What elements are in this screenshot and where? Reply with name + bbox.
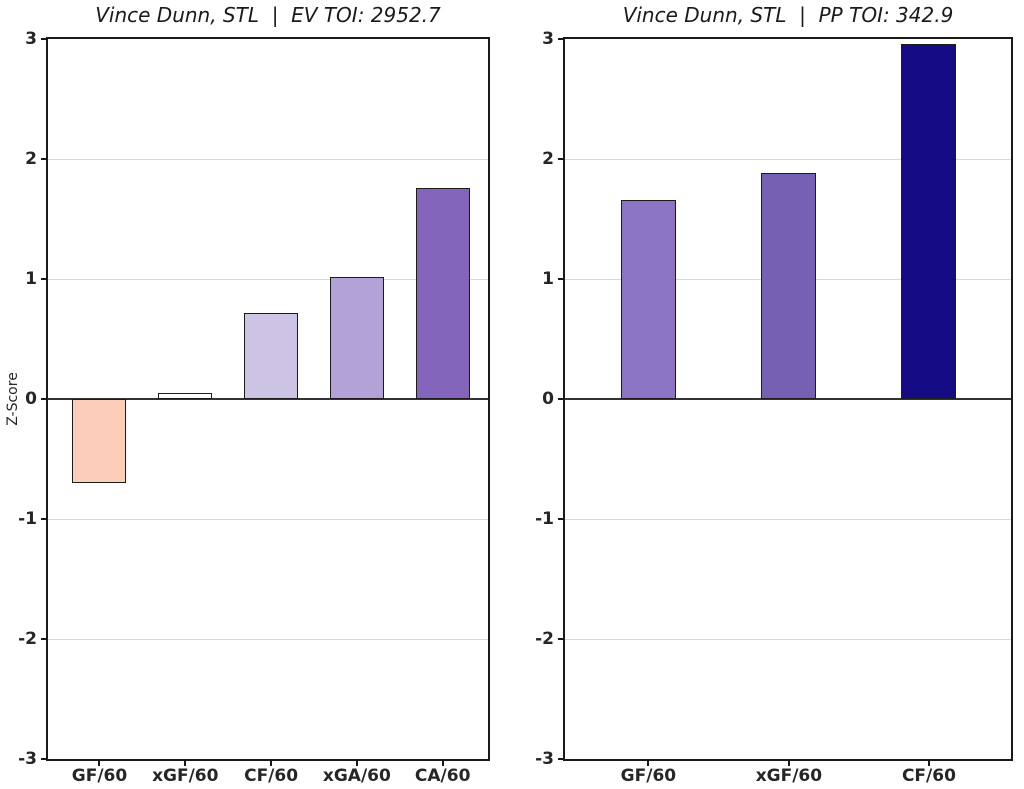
bar-cf-60 xyxy=(901,43,957,399)
bar-xgf-60 xyxy=(761,173,817,399)
y-tick-mark xyxy=(41,158,46,160)
y-tick-mark xyxy=(558,758,563,760)
y-tick-mark xyxy=(558,638,563,640)
x-tick-label-ca-60: CA/60 xyxy=(414,766,471,786)
y-tick-label--3: -3 xyxy=(18,749,37,769)
gridline-1 xyxy=(48,279,488,280)
chart-ev-plot xyxy=(46,37,490,761)
bar-xga-60 xyxy=(329,276,384,399)
y-tick-label--2: -2 xyxy=(18,629,37,649)
y-tick-label--1: -1 xyxy=(18,509,37,529)
x-tick-label-cf-60: CF/60 xyxy=(244,766,299,786)
bar-cf-60 xyxy=(244,312,299,399)
y-tick-mark xyxy=(558,278,563,280)
x-tick-label-gf-60: GF/60 xyxy=(71,766,128,786)
y-tick-mark xyxy=(41,398,46,400)
y-tick-mark xyxy=(558,38,563,40)
y-tick-label-2: 2 xyxy=(542,149,554,169)
gridline-2 xyxy=(48,159,488,160)
chart-pp-plot xyxy=(563,37,1013,761)
y-tick-mark xyxy=(41,758,46,760)
y-tick-label--2: -2 xyxy=(535,629,554,649)
y-tick-mark xyxy=(41,518,46,520)
y-tick-label-0: 0 xyxy=(542,389,554,409)
y-tick-mark xyxy=(41,278,46,280)
x-tick-mark xyxy=(787,761,790,766)
gridline--2 xyxy=(565,639,1011,640)
bar-gf-60 xyxy=(72,399,127,483)
y-tick-label-1: 1 xyxy=(25,269,37,289)
x-tick-label-cf-60: CF/60 xyxy=(901,766,956,786)
zero-line xyxy=(565,398,1011,400)
y-tick-label-3: 3 xyxy=(542,29,554,49)
gridline--2 xyxy=(48,639,488,640)
bar-gf-60 xyxy=(620,199,676,399)
y-tick-label-2: 2 xyxy=(25,149,37,169)
x-tick-label-xgf-60: xGF/60 xyxy=(755,766,823,786)
x-tick-label-gf-60: GF/60 xyxy=(620,766,677,786)
y-tick-mark xyxy=(558,158,563,160)
zero-line xyxy=(48,398,488,400)
gridline-2 xyxy=(565,159,1011,160)
x-tick-mark xyxy=(355,761,358,766)
y-tick-label-3: 3 xyxy=(25,29,37,49)
chart-ev-title: Vince Dunn, STL | EV TOI: 2952.7 xyxy=(95,3,441,27)
x-tick-mark xyxy=(647,761,650,766)
y-tick-mark xyxy=(41,638,46,640)
x-tick-mark xyxy=(98,761,101,766)
chart-pp-title: Vince Dunn, STL | PP TOI: 342.9 xyxy=(622,3,954,27)
x-tick-mark xyxy=(441,761,444,766)
gridline--1 xyxy=(48,519,488,520)
y-tick-label--3: -3 xyxy=(535,749,554,769)
y-tick-mark xyxy=(558,398,563,400)
y-tick-label-1: 1 xyxy=(542,269,554,289)
x-tick-mark xyxy=(270,761,273,766)
y-tick-label--1: -1 xyxy=(535,509,554,529)
bar-ca-60 xyxy=(415,187,470,399)
gridline--1 xyxy=(565,519,1011,520)
x-tick-label-xga-60: xGA/60 xyxy=(322,766,391,786)
y-tick-mark xyxy=(558,518,563,520)
x-tick-mark xyxy=(184,761,187,766)
bar-xgf-60 xyxy=(158,393,213,399)
x-tick-label-xgf-60: xGF/60 xyxy=(152,766,219,786)
x-tick-mark xyxy=(927,761,930,766)
y-tick-mark xyxy=(41,38,46,40)
y-tick-label-0: 0 xyxy=(25,389,37,409)
